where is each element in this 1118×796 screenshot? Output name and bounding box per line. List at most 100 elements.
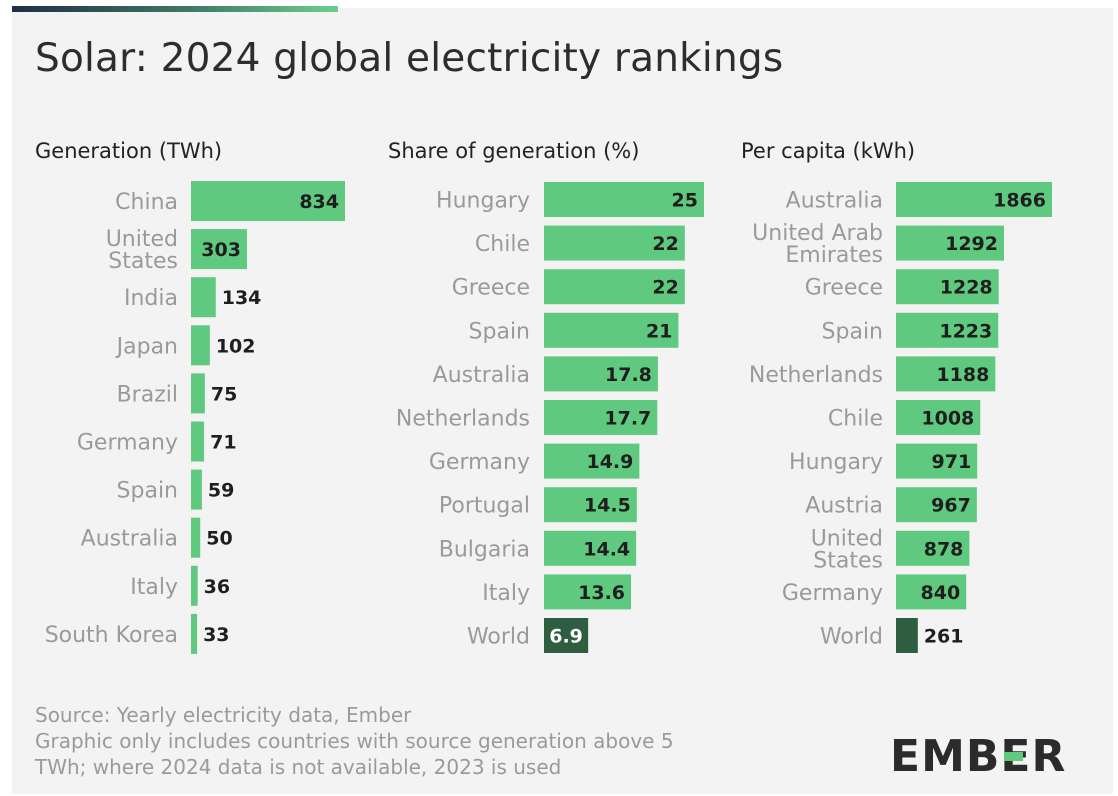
category-label-portugal: Portugal <box>439 494 530 519</box>
chart-2-title: Share of generation (%) <box>388 139 639 163</box>
value-label-spain: 59 <box>208 480 234 502</box>
value-label-australia: 1866 <box>993 190 1046 212</box>
value-label-brazil: 75 <box>211 383 237 405</box>
category-label-united-states: United States <box>106 227 178 274</box>
bar-hungary <box>896 443 978 479</box>
value-label-germany: 840 <box>921 582 961 604</box>
value-label-united-arab-emirates: 1292 <box>945 233 998 255</box>
bar-united-states <box>191 229 247 270</box>
category-label-austria: Austria <box>805 494 883 519</box>
bar-chile <box>544 225 685 261</box>
value-label-italy: 13.6 <box>578 582 625 604</box>
bar-world <box>544 618 589 653</box>
value-label-bulgaria: 14.4 <box>583 538 630 560</box>
value-label-italy: 36 <box>204 576 230 598</box>
category-label-netherlands: Netherlands <box>749 363 883 388</box>
category-label-united-arab-emirates: United Arab Emirates <box>752 221 883 268</box>
bar-netherlands <box>544 400 658 435</box>
bar-brazil <box>191 373 205 414</box>
bar-india <box>191 277 216 318</box>
bar-australia <box>191 517 201 558</box>
category-label-italy: Italy <box>130 575 178 600</box>
value-label-hungary: 971 <box>932 451 972 473</box>
bar-germany <box>896 574 967 610</box>
category-label-germany: Germany <box>782 581 883 606</box>
bar-japan <box>191 325 210 366</box>
bar-bulgaria <box>544 530 637 566</box>
value-label-united-states: 878 <box>924 538 964 560</box>
footer-line-source: Source: Yearly electricity data, Ember <box>35 703 412 727</box>
category-label-brazil: Brazil <box>117 382 178 407</box>
bar-australia <box>896 182 1052 217</box>
bar-australia <box>544 356 658 392</box>
category-label-australia: Australia <box>786 189 883 214</box>
category-label-bulgaria: Bulgaria <box>439 537 530 562</box>
bar-austria <box>896 487 977 523</box>
value-label-australia: 17.8 <box>605 364 652 386</box>
category-label-italy: Italy <box>482 581 530 606</box>
bar-hungary <box>544 182 704 217</box>
category-label-chile: Chile <box>828 407 883 432</box>
bar-spain <box>544 312 679 348</box>
value-label-world: 6.9 <box>549 626 583 648</box>
category-label-hungary: Hungary <box>789 450 883 475</box>
bar-italy <box>544 574 632 610</box>
chart-1: Generation (TWh) China 834 United States 303 I… <box>35 139 345 654</box>
category-label-australia: Australia <box>81 527 178 552</box>
category-label-world: World <box>467 625 530 650</box>
value-label-portugal: 14.5 <box>584 495 631 517</box>
bar-china <box>191 181 345 221</box>
value-label-chile: 22 <box>652 233 678 255</box>
footer-line-note-1: Graphic only includes countries with sou… <box>35 729 674 753</box>
category-label-germany: Germany <box>77 431 178 456</box>
category-label-china: China <box>115 190 178 215</box>
value-label-spain: 21 <box>646 320 672 342</box>
category-label-india: India <box>124 286 178 311</box>
bar-greece <box>896 269 999 305</box>
bar-germany <box>544 443 640 479</box>
value-label-netherlands: 17.7 <box>604 408 651 430</box>
bar-germany <box>191 421 205 462</box>
page-title: Solar: 2024 global electricity rankings <box>35 36 784 81</box>
value-label-greece: 1228 <box>940 277 993 299</box>
footer-notes: Source: Yearly electricity data, Ember G… <box>35 702 815 780</box>
value-label-netherlands: 1188 <box>936 364 989 386</box>
category-label-greece: Greece <box>452 276 530 301</box>
ember-logo-wordmark: EMBER <box>890 731 1067 782</box>
category-label-spain: Spain <box>469 319 530 344</box>
value-label-india: 134 <box>222 287 262 309</box>
category-label-south-korea: South Korea <box>45 623 178 648</box>
category-label-chile: Chile <box>475 232 530 257</box>
value-label-chile: 1008 <box>921 408 974 430</box>
bar-greece <box>544 269 685 305</box>
value-label-south-korea: 33 <box>203 624 229 646</box>
value-label-japan: 102 <box>216 335 256 357</box>
value-label-germany: 71 <box>210 432 236 454</box>
value-label-china: 834 <box>299 191 339 213</box>
bar-chile <box>896 400 981 435</box>
bar-south-korea <box>191 613 198 654</box>
category-label-hungary: Hungary <box>436 189 530 214</box>
category-label-netherlands: Netherlands <box>396 407 530 432</box>
category-label-world: World <box>820 625 883 650</box>
chart-1-title: Generation (TWh) <box>35 139 222 163</box>
ember-logo: EMBER <box>890 731 1066 782</box>
bar-united-arab-emirates <box>896 225 1005 261</box>
bar-italy <box>191 565 198 606</box>
category-label-united-states: United States <box>811 526 883 573</box>
value-label-spain: 1223 <box>939 320 992 342</box>
bar-netherlands <box>896 356 996 392</box>
value-label-hungary: 25 <box>672 190 698 212</box>
accent-bar <box>12 6 338 12</box>
bar-spain <box>191 469 202 510</box>
category-label-australia: Australia <box>433 363 530 388</box>
chart-3-title: Per capita (kWh) <box>741 139 915 163</box>
chart-3: Per capita (kWh) Australia 1866 United Arab… <box>741 139 1052 653</box>
value-label-greece: 22 <box>652 277 678 299</box>
footer-line-note-2: TWh; where 2024 data is not available, 2… <box>35 755 562 779</box>
category-label-japan: Japan <box>115 334 178 359</box>
value-label-world: 261 <box>924 626 964 648</box>
category-label-germany: Germany <box>429 450 530 475</box>
value-label-australia: 50 <box>206 528 232 550</box>
